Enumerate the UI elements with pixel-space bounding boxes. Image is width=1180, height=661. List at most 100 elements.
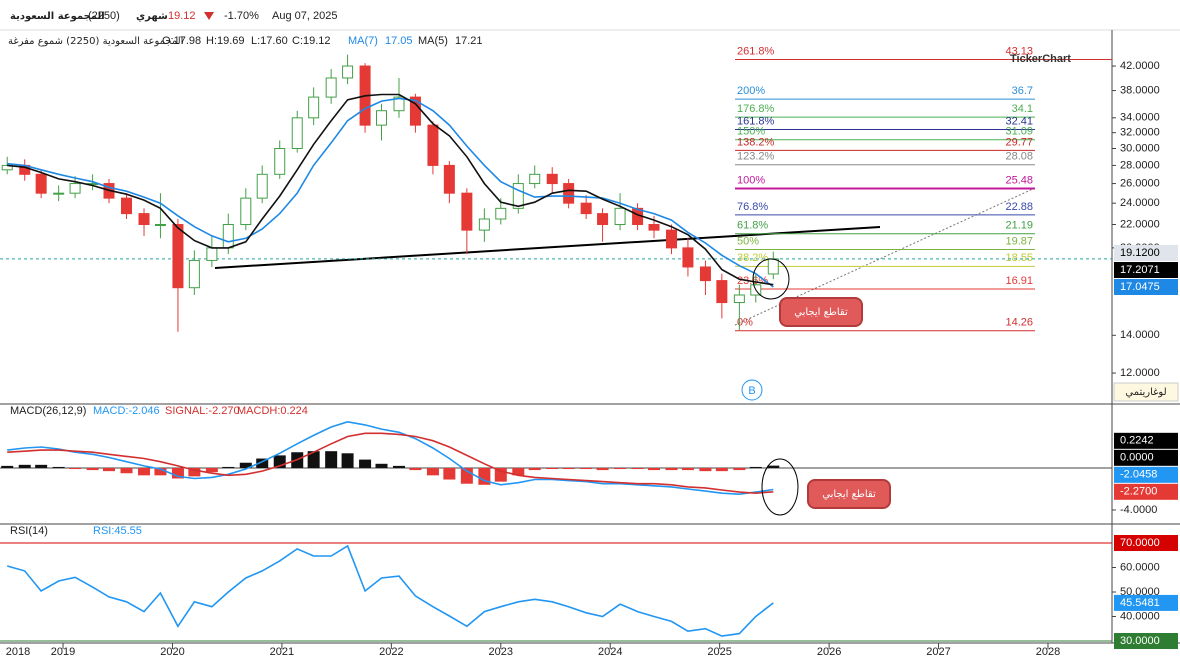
- level-box: [1114, 535, 1178, 552]
- legend-value: 17.21: [455, 35, 483, 47]
- candle-body: [35, 173, 47, 194]
- x-tick-label: 2021: [270, 646, 294, 658]
- price-panel: 261.8% 43.13 200% 36.7 176.8% 34.1 161.8% 32.41…: [0, 45, 1112, 332]
- annotation-box: [807, 479, 891, 509]
- candle-body: [256, 173, 268, 199]
- y-tick-label: 38.0000: [1120, 84, 1160, 96]
- fib-value: 29.77: [1005, 136, 1033, 148]
- period: شهري: [136, 11, 168, 22]
- fib-label: 76.8%: [737, 201, 768, 213]
- fib-label: 38.2%: [737, 252, 768, 264]
- candle-body: [614, 207, 626, 226]
- fib-value: 22.88: [1005, 201, 1033, 213]
- fib-value: 16.91: [1005, 275, 1033, 287]
- fib-value: 18.55: [1005, 252, 1033, 264]
- histogram-bar: [256, 458, 269, 468]
- histogram-bar: [375, 463, 388, 468]
- histogram-bar: [648, 467, 661, 471]
- last-value-label: 19.1200: [1120, 247, 1160, 259]
- highlight-circle: [761, 458, 799, 516]
- candle-body: [409, 96, 421, 126]
- x-tick-label: 2023: [489, 646, 513, 658]
- candle-body: [648, 224, 660, 231]
- x-tick-label: 2019: [51, 646, 75, 658]
- histogram-bar: [86, 467, 99, 471]
- fib-value: 31.09: [1005, 126, 1033, 138]
- fib-label: 61.8%: [737, 220, 768, 232]
- fib-label: 161.8%: [737, 115, 775, 127]
- fib-value: 25.48: [1005, 174, 1033, 186]
- candle-body: [546, 173, 558, 185]
- series-line: [7, 432, 774, 495]
- y-tick-label: 22.0000: [1120, 218, 1160, 230]
- x-tick-label: 2018: [6, 646, 30, 658]
- histogram-bar: [546, 467, 559, 470]
- annotation-text: تقاطع ايجابي: [822, 489, 876, 500]
- histogram-bar: [120, 467, 133, 474]
- last-value-box: [1114, 245, 1178, 262]
- last-value-label: 17.0475: [1120, 281, 1160, 293]
- y-tick-label: 34.0000: [1120, 112, 1160, 124]
- legend-entry: MA(5): [418, 35, 448, 47]
- logo: TickerChart: [1010, 53, 1071, 65]
- histogram-bar: [665, 467, 678, 471]
- fib-value: 14.26: [1005, 317, 1033, 329]
- histogram-bar: [205, 467, 218, 473]
- x-tick-label: 2022: [379, 646, 403, 658]
- last-value-label: 0.2242: [1120, 435, 1154, 447]
- candle-body: [188, 259, 200, 289]
- y-tick-label: 40.0000: [1120, 610, 1160, 622]
- candle-body: [325, 77, 337, 98]
- level-box: [1114, 632, 1178, 649]
- candle-body: [69, 183, 81, 194]
- histogram-bar: [171, 467, 184, 479]
- ohlc-close: C:19.12: [292, 35, 331, 47]
- histogram-bar: [18, 464, 31, 468]
- histogram-bar: [614, 467, 627, 470]
- histogram-bar: [138, 467, 151, 476]
- fib-trendline: [734, 187, 1036, 326]
- candle-body: [172, 224, 184, 289]
- histogram-bar: [767, 465, 780, 468]
- fib-value: 43.13: [1005, 45, 1033, 57]
- y-tick-label: 42.0000: [1120, 60, 1160, 72]
- fib-value: 21.19: [1005, 220, 1033, 232]
- fib-value: 28.08: [1005, 151, 1033, 163]
- candle-body: [393, 96, 405, 112]
- company-code: (2250): [88, 10, 120, 22]
- histogram-bar: [699, 467, 712, 472]
- histogram-bar: [715, 467, 728, 472]
- legend-entry: MACDH:0.224: [237, 405, 308, 417]
- histogram-bar: [512, 467, 525, 476]
- candle-body: [597, 213, 609, 226]
- y-tick-label: 14.0000: [1120, 329, 1160, 341]
- y-tick-label: 24.0000: [1120, 197, 1160, 209]
- histogram-bar: [528, 467, 541, 471]
- candle-body: [733, 294, 745, 304]
- legend-value: 17.05: [385, 35, 413, 47]
- histogram-bar: [749, 466, 762, 468]
- candle-body: [495, 207, 507, 220]
- x-tick-label: 2028: [1036, 646, 1060, 658]
- histogram-bar: [52, 466, 65, 468]
- last-value-box: [1114, 594, 1178, 611]
- ohlc-open: O:17.98: [162, 35, 201, 47]
- fib-label: 176.8%: [737, 103, 775, 115]
- legend-entry: RSI:45.55: [93, 525, 142, 537]
- histogram-bar: [596, 467, 609, 471]
- x-tick-label: 2026: [817, 646, 841, 658]
- wave-label: B: [748, 385, 755, 397]
- level-label: 30.0000: [1120, 635, 1160, 647]
- candle-body: [121, 197, 133, 215]
- log-toggle[interactable]: [1113, 382, 1179, 402]
- log-toggle-label[interactable]: لوغاريتمي: [1125, 387, 1166, 398]
- last-value-label: -2.0458: [1120, 469, 1157, 481]
- last-value-label: -2.2700: [1120, 486, 1157, 498]
- legend-entry: MA(7): [348, 35, 378, 47]
- candle-body: [478, 218, 490, 231]
- y-tick-label: 60.0000: [1120, 561, 1160, 573]
- y-tick-label: 12.0000: [1120, 367, 1160, 379]
- candle-body: [342, 65, 354, 79]
- candle-body: [767, 258, 779, 275]
- histogram-bar: [325, 451, 338, 468]
